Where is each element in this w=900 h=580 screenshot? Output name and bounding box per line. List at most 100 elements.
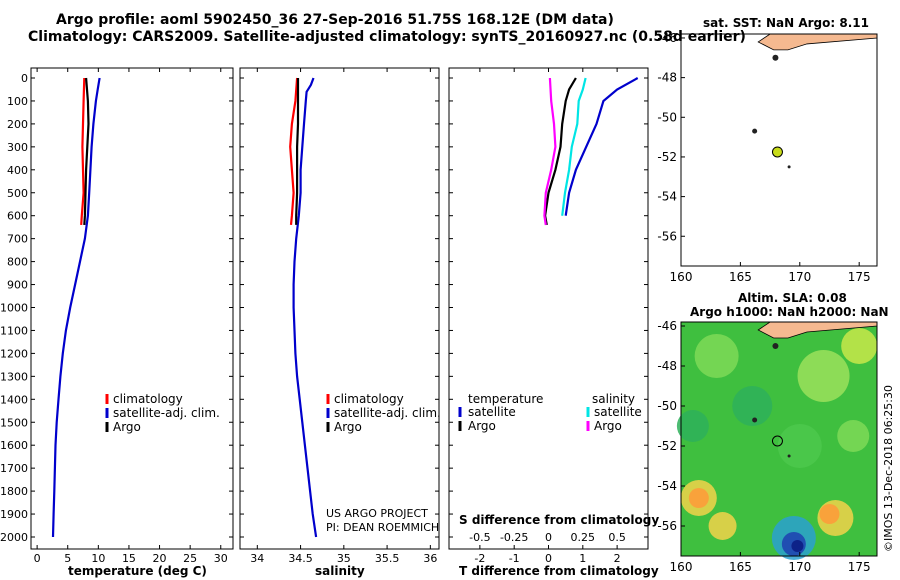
y-tick-label: 300 (7, 141, 28, 154)
x-tick-label: 1 (579, 552, 586, 565)
map-sla-y-tick-label: -48 (657, 359, 677, 373)
x-tick-label: 35.5 (375, 552, 400, 565)
difference-legend-label: Argo (594, 419, 622, 433)
temperature-series-climatology (80, 77, 86, 225)
map-sla-title-line2: Argo h1000: NaN h2000: NaN (690, 305, 889, 319)
temperature-legend-label: Argo (113, 420, 141, 434)
title-line2: Climatology: CARS2009. Satellite-adjuste… (28, 29, 746, 45)
x-tick-label: 0 (545, 552, 552, 565)
x-tick-label: 5 (64, 552, 71, 565)
map-sla-frame (680, 321, 878, 557)
map-sla-campbell-island (787, 454, 791, 458)
map-sla-field-patch (732, 386, 773, 426)
salinity-series-satellite-adj-clim- (292, 77, 318, 538)
x-tick-label: 25 (183, 552, 197, 565)
temperature-series-satellite-adj-clim- (51, 77, 101, 538)
temperature-series-argo (83, 77, 90, 225)
map-sla-y-tick-label: -46 (657, 319, 677, 333)
map-sla-field-patch (837, 420, 870, 452)
x-tick-label: 35 (337, 552, 351, 565)
difference-series-salinity-argo (543, 77, 557, 226)
x-tick-label: 15 (122, 552, 136, 565)
map-sst-campbell-island (787, 165, 791, 169)
difference-xlabel-top: S difference from climatology (459, 513, 660, 527)
y-tick-label: 2000 (0, 531, 28, 544)
y-tick-label: 1800 (0, 485, 28, 498)
map-sla-field-patch (694, 334, 739, 378)
y-tick-label: 1900 (0, 508, 28, 521)
x-tick-label: 34.5 (288, 552, 313, 565)
map-sst-land-new-zealand (757, 33, 878, 51)
map-sst-frame (680, 33, 878, 267)
map-sla-stewart-island (772, 343, 779, 349)
map-sla-field-patch (688, 488, 709, 508)
x-tick-label: 20 (153, 552, 167, 565)
x-tick-top-label: 0.25 (571, 531, 596, 544)
y-tick-label: 600 (7, 210, 28, 223)
y-tick-label: 800 (7, 256, 28, 269)
map-sst-x-tick-label: 170 (788, 270, 811, 284)
map-sla-title-line1: Altim. SLA: 0.08 (738, 291, 847, 305)
y-tick-label: 1500 (0, 416, 28, 429)
x-tick-top-label: -0.5 (469, 531, 490, 544)
map-sst-y-tick-label: -52 (657, 150, 677, 164)
title-line1: Argo profile: aoml 5902450_36 27-Sep-201… (56, 12, 614, 28)
map-sst-x-tick-label: 160 (670, 270, 693, 284)
map-sst-float-marker (771, 146, 783, 158)
y-tick-label: 400 (7, 164, 28, 177)
map-sla-x-tick-label: 160 (670, 560, 693, 574)
map-sst-y-tick-label: -46 (657, 31, 677, 45)
x-tick-label: -1 (509, 552, 520, 565)
map-sla-auckland-islands (752, 417, 758, 423)
map-sla-y-tick-label: -52 (657, 439, 677, 453)
map-sla-y-tick-label: -50 (657, 399, 677, 413)
salinity-series-climatology (289, 77, 299, 226)
temperature-xlabel: temperature (deg C) (68, 564, 207, 578)
difference-legend-header-salinity: salinity (592, 392, 635, 406)
temperature-legend-label: climatology (113, 392, 183, 406)
salinity-frame (239, 67, 440, 550)
y-tick-label: 0 (21, 72, 28, 85)
pi-annotation: PI: DEAN ROEMMICH (326, 521, 440, 534)
map-sla-field-patch (819, 504, 840, 524)
y-tick-label: 200 (7, 118, 28, 131)
map-sst-auckland-islands (752, 128, 758, 134)
map-sst-y-tick-label: -48 (657, 71, 677, 85)
project-annotation: US ARGO PROJECT (326, 507, 428, 520)
y-tick-label: 900 (7, 279, 28, 292)
map-sst-title: sat. SST: NaN Argo: 8.11 (703, 16, 869, 30)
difference-series-temperature-argo (543, 77, 577, 226)
map-sla-field-patch (708, 512, 737, 540)
map-sla-float-marker (771, 435, 783, 447)
y-tick-label: 500 (7, 187, 28, 200)
y-tick-label: 1100 (0, 324, 28, 337)
difference-legend-label: satellite (594, 405, 642, 419)
y-tick-label: 700 (7, 233, 28, 246)
salinity-series-argo (295, 78, 300, 225)
map-sst-y-tick-label: -54 (657, 190, 677, 204)
map-sst-y-tick-label: -56 (657, 229, 677, 243)
map-sla-x-tick-label: 175 (848, 560, 871, 574)
map-sst-stewart-island (772, 54, 779, 61)
difference-series-salinity-satellite (561, 77, 587, 216)
map-sla-y-tick-label: -54 (657, 479, 677, 493)
difference-legend-header-temperature: temperature (468, 392, 543, 406)
y-tick-label: 1700 (0, 462, 28, 475)
map-sla-land-new-zealand (757, 321, 878, 339)
x-tick-label: -2 (474, 552, 485, 565)
map-sla-field-patch (797, 350, 850, 402)
map-sla-field-patch (777, 424, 822, 468)
x-tick-label: 30 (214, 552, 228, 565)
map-sst-x-tick-label: 175 (848, 270, 871, 284)
x-tick-label: 10 (91, 552, 105, 565)
x-tick-label: 0 (34, 552, 41, 565)
map-sla-x-tick-label: 165 (729, 560, 752, 574)
map-sla-y-tick-label: -56 (657, 519, 677, 533)
map-sla-field-patch (841, 328, 878, 364)
salinity-xlabel: salinity (315, 564, 365, 578)
temperature-legend-label: satellite-adj. clim. (113, 406, 220, 420)
x-tick-top-label: 0.5 (608, 531, 626, 544)
difference-legend-label: Argo (468, 419, 496, 433)
y-tick-label: 1400 (0, 393, 28, 406)
